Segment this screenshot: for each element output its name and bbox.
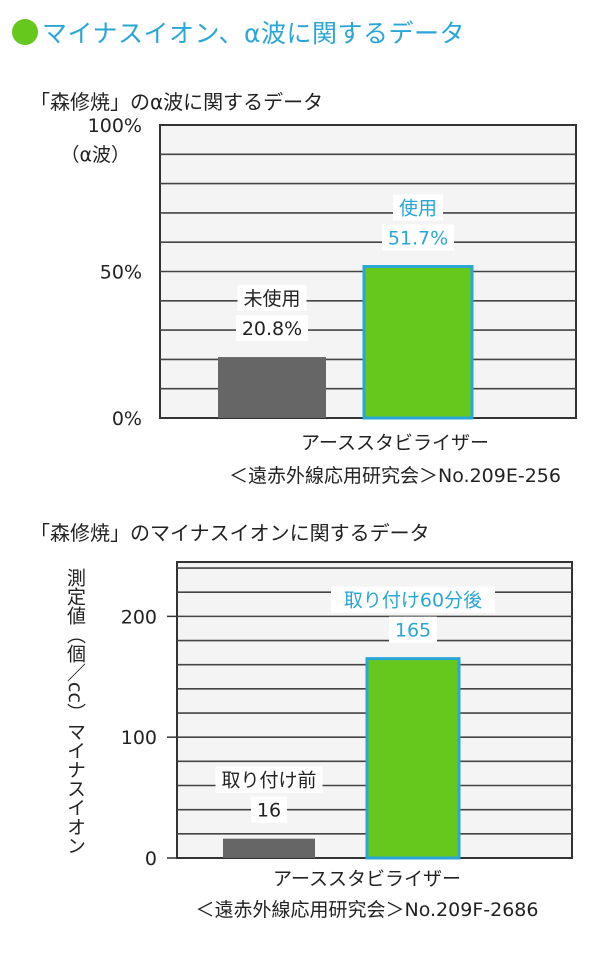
page-header: マイナスイオン、α波に関するデータ [12, 14, 465, 50]
bar-value-label: 16 [257, 800, 281, 822]
bar-category-label: 使用 [399, 198, 437, 220]
source-line-2: ＜遠赤外線応用研究会＞No.209E-256 [229, 465, 561, 487]
y-tick-label: 100% [88, 115, 142, 137]
label-bg [331, 586, 495, 613]
y-tick-label: 0% [112, 408, 142, 430]
page-title: マイナスイオン、α波に関するデータ [42, 19, 465, 48]
bar-0 [223, 838, 315, 858]
source-line-1: アーススタビライザー [273, 868, 461, 890]
ion-chart-title: 「森修焼」のマイナスイオンに関するデータ [30, 521, 430, 545]
source-line-1: アーススタビライザー [301, 432, 489, 454]
label-bg [393, 194, 443, 221]
bar-value-label: 20.8% [242, 318, 302, 340]
alpha-wave-chart: 0% 50% 100% （α波） 未使用 20.8% 使用 51.7% アーススタビライザー ＜遠… [60, 115, 577, 487]
source-line-2: ＜遠赤外線応用研究会＞No.209F-2686 [196, 899, 539, 921]
ion-y-axis-label: 測定値（個／cc）マイナスイオン [64, 568, 86, 855]
bar-value-label: 51.7% [388, 228, 448, 250]
label-bg [237, 285, 307, 312]
label-bg [236, 315, 308, 342]
bar-category-label: 取り付け60分後 [344, 590, 482, 612]
y-axis-label: （α波） [60, 144, 130, 166]
bar-1 [362, 265, 474, 420]
bar-category-label: 取り付け前 [221, 770, 316, 792]
y-tick-label: 0 [145, 848, 157, 870]
label-bg [389, 616, 437, 643]
y-tick-label: 100 [121, 727, 157, 749]
green-dot-icon [12, 19, 38, 45]
bar-value-label: 165 [395, 620, 431, 642]
alpha-chart-title: 「森修焼」のα波に関するデータ [30, 90, 324, 114]
label-bg [251, 796, 287, 823]
bar-category-label: 未使用 [243, 288, 300, 310]
y-tick-label: 50% [100, 262, 142, 284]
label-bg [382, 224, 454, 251]
y-tick-label: 200 [121, 606, 157, 628]
label-bg [215, 766, 323, 793]
bar-1 [365, 657, 461, 860]
negative-ion-chart: 0 100 200 取り付け前 16 取り付け60分後 165 アーススタビライザー ＜遠赤外線… [121, 561, 573, 921]
bar-0 [218, 357, 326, 418]
